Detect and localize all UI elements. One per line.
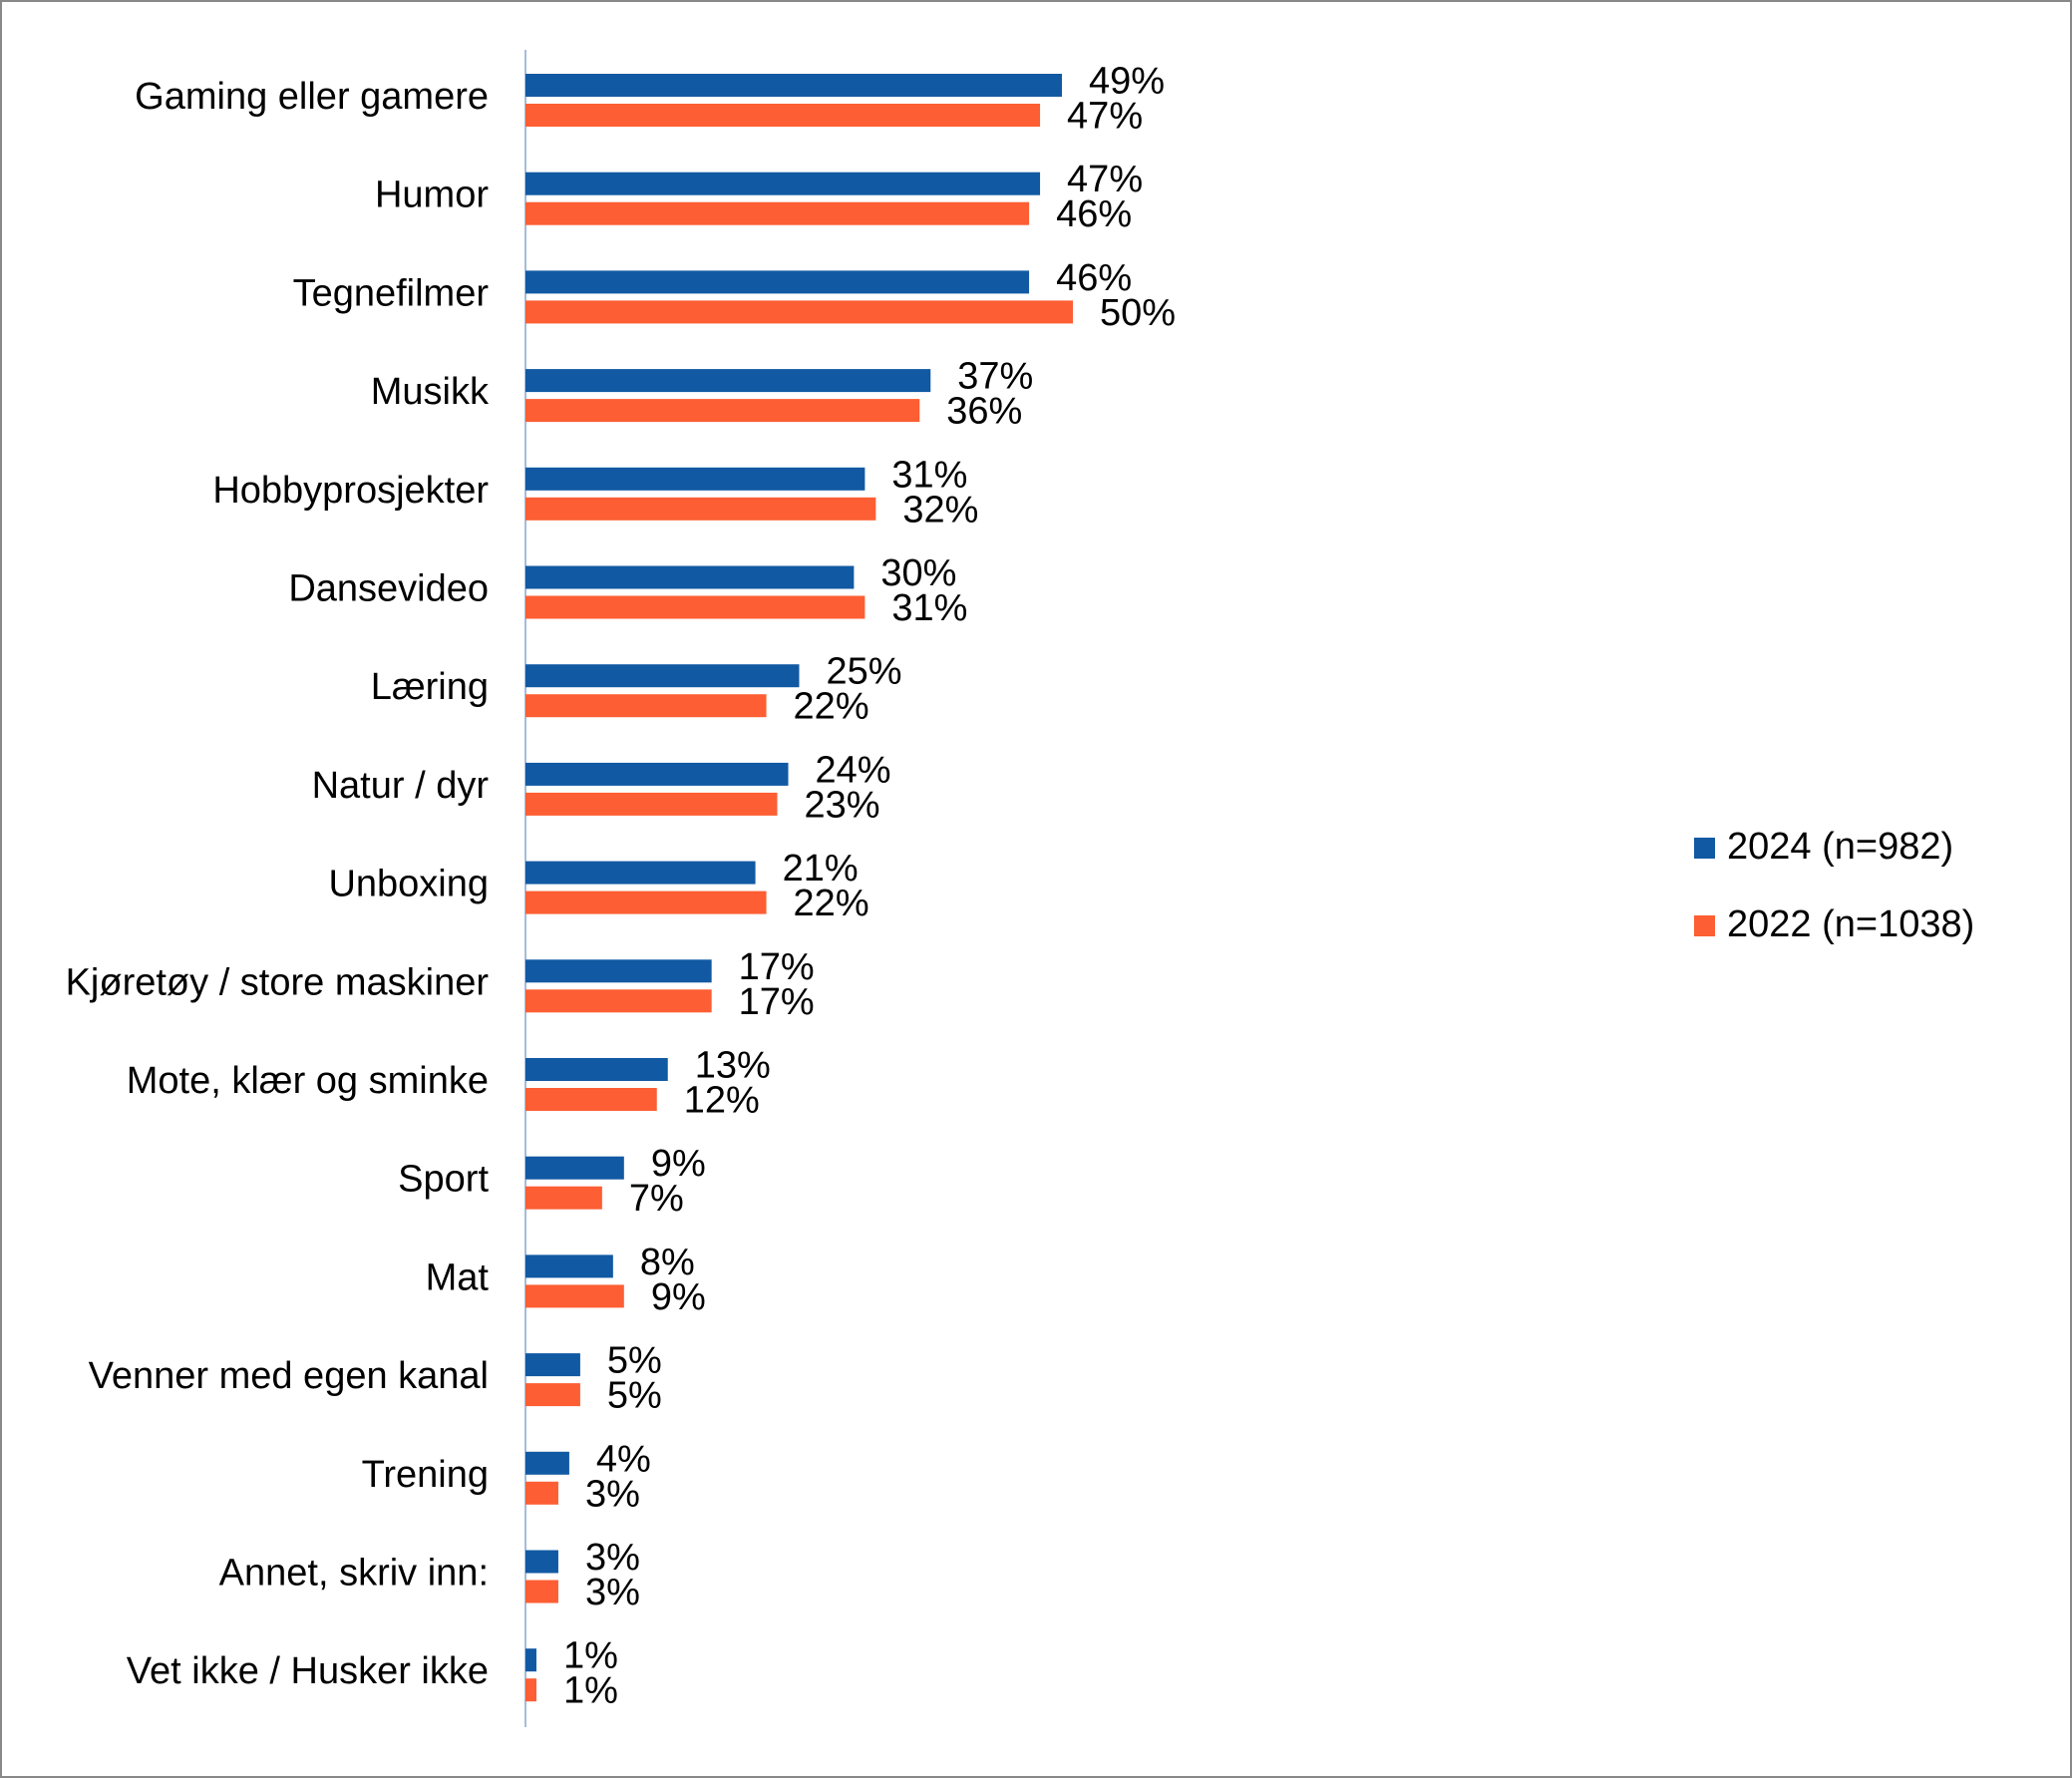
category-label: Dansevideo	[288, 568, 489, 610]
value-label: 47%	[1067, 159, 1143, 200]
bar	[525, 1580, 558, 1603]
value-label: 12%	[684, 1080, 760, 1122]
value-label: 24%	[816, 749, 891, 791]
value-label: 3%	[585, 1473, 640, 1515]
value-label: 30%	[880, 552, 956, 594]
category-label: Kjøretøy / store maskiner	[66, 961, 490, 1003]
bar	[525, 1648, 536, 1672]
bar	[525, 1058, 668, 1081]
bar	[525, 1284, 624, 1308]
value-label: 31%	[891, 587, 967, 629]
value-label: 23%	[805, 784, 880, 826]
bar	[525, 959, 712, 983]
category-label: Mat	[426, 1256, 490, 1298]
value-label: 9%	[651, 1143, 706, 1185]
bar	[525, 201, 1030, 225]
bar	[525, 890, 767, 914]
bar	[525, 1186, 602, 1210]
value-label: 4%	[596, 1438, 651, 1480]
value-label: 17%	[739, 946, 815, 988]
value-label: 49%	[1089, 61, 1165, 103]
legend-label: 2024 (n=982)	[1727, 826, 1953, 868]
value-label: 31%	[891, 454, 967, 496]
bar	[525, 1353, 580, 1377]
category-label: Læring	[371, 666, 489, 708]
category-label: Annet, skriv inn:	[219, 1553, 489, 1595]
bar	[525, 861, 756, 885]
bar	[525, 792, 778, 816]
value-label: 50%	[1100, 292, 1176, 334]
bar	[525, 1481, 558, 1505]
category-label: Sport	[398, 1159, 489, 1201]
value-label: 5%	[607, 1375, 662, 1417]
category-label: Humor	[375, 175, 489, 216]
bar	[525, 74, 1063, 97]
bar	[525, 399, 920, 423]
bar	[525, 1451, 569, 1475]
bar	[525, 497, 876, 521]
bar	[525, 694, 767, 718]
bar	[525, 369, 931, 393]
value-label: 46%	[1056, 193, 1132, 235]
legend-swatch	[1694, 915, 1715, 936]
value-label: 13%	[695, 1045, 771, 1087]
bar	[525, 1678, 536, 1702]
bar	[525, 989, 712, 1013]
bar	[525, 1254, 613, 1278]
legend-swatch	[1694, 838, 1715, 859]
value-label: 3%	[585, 1537, 640, 1579]
bar	[525, 172, 1041, 195]
bar	[525, 467, 865, 491]
category-label: Venner med egen kanal	[89, 1355, 489, 1397]
category-label: Hobbyprosjekter	[212, 470, 489, 512]
category-label: Trening	[362, 1454, 489, 1496]
bar	[525, 595, 865, 619]
category-label: Unboxing	[328, 864, 489, 905]
value-label: 22%	[794, 883, 869, 924]
value-label: 1%	[563, 1670, 618, 1712]
bar	[525, 664, 800, 688]
category-label: Musikk	[371, 371, 490, 413]
bar	[525, 300, 1073, 324]
value-label: 32%	[902, 489, 978, 531]
value-label: 3%	[585, 1572, 640, 1613]
value-label: 47%	[1067, 96, 1143, 138]
bar	[525, 762, 789, 786]
bar	[525, 1156, 624, 1180]
value-label: 22%	[794, 686, 869, 728]
category-label: Tegnefilmer	[293, 272, 490, 314]
legend-label: 2022 (n=1038)	[1727, 903, 1974, 945]
value-label: 36%	[946, 391, 1022, 433]
bar	[525, 270, 1030, 294]
value-label: 21%	[783, 848, 859, 889]
bar	[525, 104, 1041, 127]
category-label: Gaming eller gamere	[135, 76, 489, 118]
category-label: Mote, klær og sminke	[127, 1060, 489, 1102]
value-label: 1%	[563, 1635, 618, 1677]
value-label: 25%	[827, 651, 902, 693]
value-label: 7%	[629, 1178, 684, 1220]
bar	[525, 1088, 657, 1111]
value-label: 37%	[957, 356, 1033, 398]
value-label: 9%	[651, 1276, 706, 1318]
bar	[525, 565, 855, 589]
value-label: 8%	[640, 1242, 695, 1283]
bar	[525, 1550, 558, 1574]
bar	[525, 1383, 580, 1407]
value-label: 17%	[739, 981, 815, 1023]
value-label: 5%	[607, 1340, 662, 1382]
category-label: Natur / dyr	[312, 765, 490, 807]
value-label: 46%	[1056, 257, 1132, 299]
category-label: Vet ikke / Husker ikke	[127, 1650, 489, 1692]
